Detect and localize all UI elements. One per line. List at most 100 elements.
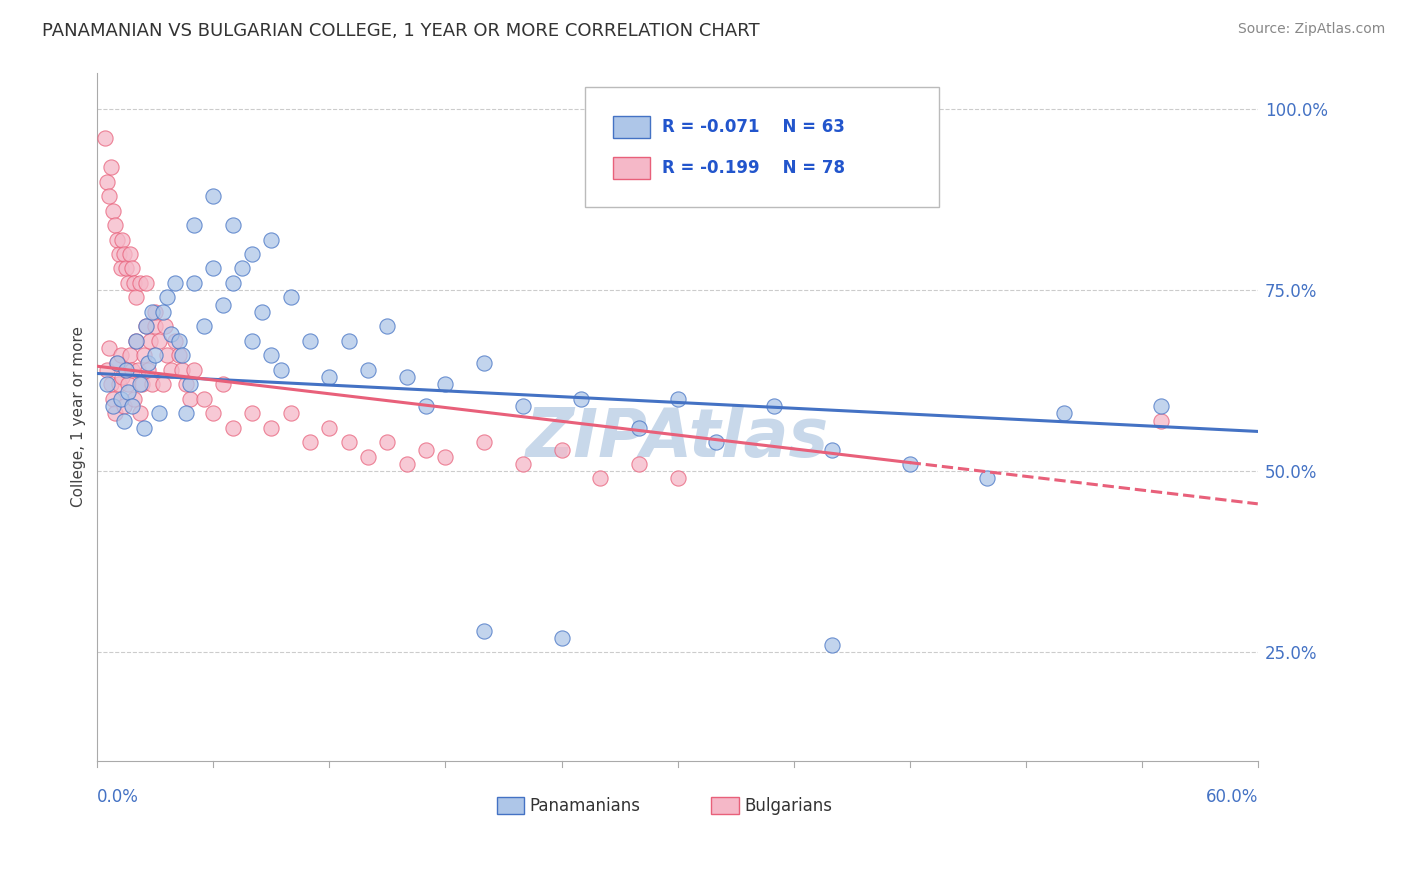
Point [160, 326, 183, 341]
Point [179, 377, 201, 392]
Point [115, 363, 138, 377]
Point [112, 413, 135, 427]
Point [105, 356, 128, 370]
Point [240, 406, 263, 420]
Point [101, 399, 124, 413]
Text: 0.0%: 0.0% [97, 789, 139, 806]
Point [212, 377, 235, 392]
Point [101, 203, 124, 218]
Point [240, 247, 263, 261]
Point [231, 261, 253, 276]
Point [337, 334, 360, 348]
Point [318, 370, 340, 384]
Point [156, 290, 179, 304]
Point [117, 276, 139, 290]
Text: R = -0.199    N = 78: R = -0.199 N = 78 [662, 159, 845, 177]
Point [1150, 399, 1173, 413]
Point [97, 189, 120, 203]
Point [222, 218, 245, 232]
Point [110, 392, 132, 406]
Point [160, 363, 183, 377]
Point [172, 348, 194, 362]
Point [104, 406, 127, 420]
Point [96, 175, 118, 189]
Point [167, 348, 190, 362]
Point [111, 233, 134, 247]
Point [704, 435, 727, 450]
Point [96, 377, 118, 392]
Point [172, 363, 194, 377]
Point [183, 363, 205, 377]
Point [512, 457, 534, 471]
Point [357, 450, 380, 464]
Point [415, 399, 437, 413]
Point [377, 435, 399, 450]
Point [202, 406, 225, 420]
Point [100, 377, 122, 392]
Point [299, 435, 322, 450]
Point [138, 334, 160, 348]
Point [121, 261, 143, 276]
Point [141, 377, 163, 392]
Point [141, 305, 163, 319]
Point [101, 392, 124, 406]
Point [145, 305, 167, 319]
Point [129, 377, 152, 392]
Point [156, 348, 179, 362]
Point [152, 305, 174, 319]
Point [135, 276, 157, 290]
Point [1150, 413, 1173, 427]
FancyBboxPatch shape [585, 87, 939, 207]
Point [512, 399, 534, 413]
Point [117, 377, 139, 392]
Point [260, 421, 283, 435]
Point [183, 276, 205, 290]
Point [125, 334, 148, 348]
Point [112, 247, 135, 261]
Point [135, 319, 157, 334]
Point [280, 290, 302, 304]
Point [627, 421, 650, 435]
Point [240, 334, 263, 348]
Text: R = -0.071    N = 63: R = -0.071 N = 63 [662, 118, 845, 136]
Point [193, 392, 215, 406]
Point [176, 377, 198, 392]
Point [176, 406, 198, 420]
Point [111, 370, 134, 384]
Point [110, 348, 132, 362]
Point [821, 638, 844, 652]
Point [299, 334, 322, 348]
Point [260, 348, 283, 362]
Point [117, 384, 139, 399]
Point [121, 363, 143, 377]
Point [377, 319, 399, 334]
Point [270, 363, 292, 377]
Point [105, 356, 128, 370]
Point [250, 305, 273, 319]
Point [318, 421, 340, 435]
Text: Panamanians: Panamanians [529, 797, 640, 814]
Point [337, 435, 360, 450]
Text: Bulgarians: Bulgarians [745, 797, 832, 814]
Point [550, 442, 572, 457]
Point [131, 377, 153, 392]
Point [120, 247, 142, 261]
Point [395, 457, 418, 471]
Point [94, 131, 117, 145]
Y-axis label: College, 1 year or more: College, 1 year or more [72, 326, 86, 508]
Point [132, 421, 155, 435]
Point [569, 392, 592, 406]
Point [136, 356, 159, 370]
Point [125, 290, 148, 304]
Text: PANAMANIAN VS BULGARIAN COLLEGE, 1 YEAR OR MORE CORRELATION CHART: PANAMANIAN VS BULGARIAN COLLEGE, 1 YEAR … [42, 22, 759, 40]
Point [222, 276, 245, 290]
Point [472, 356, 495, 370]
Point [472, 624, 495, 638]
Point [132, 348, 155, 362]
Point [97, 341, 120, 355]
Point [107, 377, 129, 392]
Point [120, 348, 142, 362]
Point [666, 471, 689, 485]
Point [898, 457, 921, 471]
Point [434, 450, 457, 464]
